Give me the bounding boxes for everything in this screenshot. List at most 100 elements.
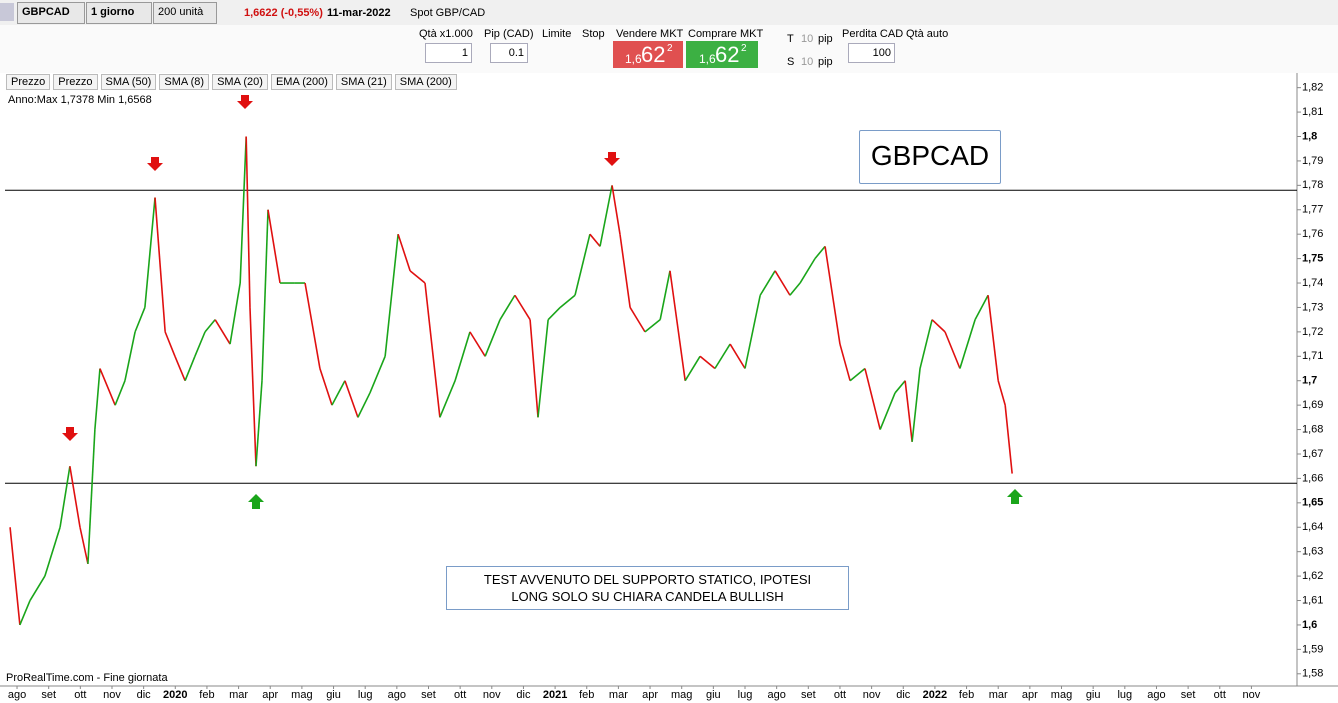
- price-bar: [59, 466, 71, 528]
- x-tick-label: lug: [358, 689, 373, 701]
- t-unit: pip: [818, 33, 833, 45]
- price-bar: [409, 270, 426, 284]
- y-tick-label: 1,63: [1302, 546, 1323, 558]
- indicator-toggle[interactable]: SMA (21): [335, 74, 392, 90]
- timeframe: 1 giorno: [91, 6, 135, 18]
- price: 1,6622 (-0,55%): [244, 7, 323, 19]
- indicator-toggle[interactable]: SMA (20): [212, 74, 268, 90]
- qty-input[interactable]: 1: [425, 43, 472, 63]
- price-bar: [245, 136, 251, 308]
- x-tick-label: ago: [8, 689, 26, 701]
- sell-sup: 2: [667, 43, 673, 54]
- price-bar: [599, 185, 613, 247]
- toolbar-bg: [0, 0, 1338, 25]
- x-tick-label: set: [801, 689, 816, 701]
- price-bar: [547, 306, 561, 321]
- y-tick-label: 1,78: [1302, 179, 1323, 191]
- loss-label: Perdita CAD: [842, 28, 904, 40]
- symbol: GBPCAD: [22, 6, 70, 18]
- price-bar: [759, 270, 776, 296]
- price-bar: [864, 368, 881, 430]
- pip-input[interactable]: 0.1: [490, 43, 528, 63]
- units-select[interactable]: 200 unità: [153, 2, 217, 24]
- price-bar: [997, 380, 1006, 406]
- x-tick-label: apr: [262, 689, 278, 701]
- x-tick-label: ago: [767, 689, 785, 701]
- range-label: Anno:Max 1,7378 Min 1,6568: [8, 94, 152, 106]
- price-bar: [944, 331, 961, 369]
- price-bar: [439, 380, 456, 418]
- symbol-select[interactable]: GBPCAD: [17, 2, 85, 24]
- y-tick-label: 1,61: [1302, 594, 1323, 606]
- qty-auto[interactable]: Qtà auto: [906, 28, 949, 40]
- price-bar: [79, 527, 89, 565]
- price-bar: [357, 392, 371, 418]
- indicator-toggle[interactable]: Prezzo: [6, 74, 51, 90]
- y-tick-label: 1,71: [1302, 350, 1323, 362]
- y-tick-label: 1,74: [1302, 277, 1323, 289]
- price-bar: [229, 282, 241, 345]
- t-value[interactable]: 10: [801, 33, 814, 45]
- indicator-toggle[interactable]: Prezzo: [53, 74, 98, 90]
- x-tick-label: 2020: [163, 689, 187, 701]
- price-bar: [384, 234, 399, 357]
- date: 11-mar-2022: [327, 7, 391, 19]
- price-bar: [484, 319, 501, 357]
- sell-prefix: 1,6: [625, 52, 642, 66]
- s-value[interactable]: 10: [801, 56, 814, 68]
- price-bar: [919, 319, 933, 369]
- pip-label: Pip (CAD): [484, 28, 534, 40]
- x-tick-label: nov: [483, 689, 501, 701]
- x-tick-label: nov: [863, 689, 881, 701]
- price-bar: [331, 380, 346, 406]
- pip: 0.1: [508, 47, 524, 59]
- price-bar: [684, 355, 701, 382]
- sell-button[interactable]: 1,6 62 2: [613, 41, 683, 68]
- t-label: T: [787, 33, 794, 45]
- x-tick-label: mar: [229, 689, 248, 701]
- buy-button[interactable]: 1,6 62 2: [686, 41, 758, 68]
- price-bar: [154, 197, 166, 332]
- support-arrows: [248, 489, 1023, 509]
- price-bar: [454, 331, 471, 381]
- indicator-toggle[interactable]: SMA (8): [159, 74, 210, 90]
- price-bar: [19, 600, 31, 626]
- price-bar: [849, 367, 866, 382]
- x-tick-label: apr: [642, 689, 658, 701]
- units: 200 unità: [158, 6, 204, 18]
- resistance-arrows: [62, 95, 620, 441]
- price-bar: [744, 295, 761, 369]
- x-tick-label: mag: [291, 689, 312, 701]
- limit[interactable]: Limite: [542, 28, 572, 40]
- loss-input[interactable]: 100: [848, 43, 895, 63]
- x-tick-label: mar: [989, 689, 1008, 701]
- stop[interactable]: Stop: [582, 28, 605, 40]
- x-tick-label: set: [41, 689, 56, 701]
- x-tick-label: set: [421, 689, 436, 701]
- indicator-toggle[interactable]: EMA (200): [270, 74, 333, 90]
- indicator-toggle[interactable]: SMA (200): [394, 74, 457, 90]
- price-bar: [974, 294, 989, 321]
- buy-prefix: 1,6: [699, 52, 716, 66]
- price-bar: [931, 319, 946, 333]
- indicator-toggle[interactable]: SMA (50): [100, 74, 157, 90]
- timeframe-select[interactable]: 1 giorno: [86, 2, 152, 24]
- x-tick-label: ago: [388, 689, 406, 701]
- x-tick-label: ott: [454, 689, 466, 701]
- price-bar: [319, 368, 333, 406]
- price-bar: [774, 270, 791, 296]
- y-tick-label: 1,64: [1302, 521, 1323, 533]
- y-tick-label: 1,77: [1302, 204, 1323, 216]
- x-tick-label: ott: [834, 689, 846, 701]
- price-bar: [134, 307, 146, 333]
- price-bar: [69, 466, 81, 528]
- price-bar: [879, 392, 896, 430]
- price-bar: [714, 343, 731, 369]
- price-bar: [499, 294, 516, 321]
- price-bar: [514, 294, 531, 321]
- y-tick-label: 1,75: [1302, 253, 1323, 265]
- price-bar: [959, 319, 976, 369]
- price-bar: [574, 233, 591, 296]
- price-bar: [659, 270, 671, 320]
- price-bar: [94, 368, 101, 430]
